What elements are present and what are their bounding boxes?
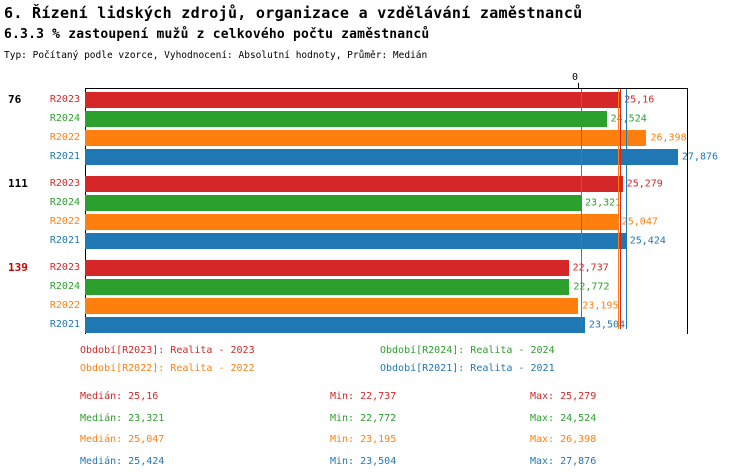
stat-min-r2021: Min: 23,504: [330, 455, 397, 467]
bar-row: R2022 23,195: [8, 296, 750, 315]
stat-min-r2022: Min: 23,195: [330, 434, 397, 445]
bar-area: 26,398: [85, 129, 688, 146]
bar-area: 25,424: [85, 232, 688, 249]
bar-area: 25,279: [85, 175, 688, 192]
bar-area: 22,737: [85, 259, 688, 276]
bar-value-label: 23,504: [588, 319, 626, 330]
chart-title: 6. Řízení lidských zdrojů, organizace a …: [4, 4, 583, 22]
bar-value-label: 23,321: [585, 197, 622, 208]
chart-subtitle: 6.3.3 % zastoupení mužů z celkového počt…: [4, 27, 430, 42]
stat-max-r2024: Max: 24,524: [530, 412, 597, 424]
plot-frame: [85, 88, 688, 334]
bar-area: 24,524: [85, 110, 688, 127]
bar: [85, 259, 569, 276]
bar-value-label: 25,047: [621, 216, 658, 227]
bar-value-label: 25,279: [626, 178, 663, 189]
stat-min-r2023: Min: 22,737: [330, 391, 397, 402]
series-label: R2024: [49, 113, 80, 124]
bar-row: R2021 27,876: [8, 147, 750, 166]
bar: [85, 91, 621, 108]
series-label: R2023: [49, 94, 80, 105]
stat-median-r2022: Medián: 25,047: [80, 434, 165, 445]
series-label: R2023: [49, 178, 80, 189]
group-label: 111: [8, 177, 28, 190]
bar-area: 25,047: [85, 213, 688, 230]
bar-value-label: 25,424: [629, 235, 666, 246]
stat-median-r2023: Medián: 25,16: [80, 391, 159, 402]
series-label: R2021: [49, 319, 80, 330]
bar: [85, 148, 678, 165]
legend-item-r2021: Období[R2021]: Realita - 2021: [380, 363, 555, 374]
axis-zero-tick: [578, 83, 579, 88]
bar-row: R2022 26,398: [8, 128, 750, 147]
bar-row: 139 R2023 22,737: [8, 258, 750, 277]
stat-min-r2024: Min: 22,772: [330, 412, 397, 424]
bar: [85, 110, 607, 127]
bar: [85, 129, 647, 146]
stat-max-r2023: Max: 25,279: [530, 391, 597, 402]
bar: [85, 232, 626, 249]
legend-item-r2024: Období[R2024]: Realita - 2024: [380, 345, 555, 356]
bar-value-label: 23,195: [582, 300, 619, 311]
stat-median-r2021: Medián: 25,424: [80, 455, 165, 467]
bar-row: R2022 25,047: [8, 212, 750, 231]
bar-row: R2024 22,772: [8, 277, 750, 296]
bar-row: R2024 23,321: [8, 193, 750, 212]
bar-value-label: 26,398: [650, 132, 687, 143]
legend: Období[R2023]: Realita - 2023 Období[R20…: [80, 345, 680, 381]
bar: [85, 175, 623, 192]
bars: 76 R2023 25,16 R2024 24,524 R2022 26,398…: [8, 90, 750, 334]
bar-value-label: 24,524: [610, 113, 647, 124]
axis-zero-label: 0: [572, 72, 579, 83]
bar: [85, 194, 582, 211]
bar-value-label: 22,737: [572, 262, 609, 273]
bar-area: 25,16: [85, 91, 688, 108]
series-label: R2021: [49, 235, 80, 246]
bar-row: 111 R2023 25,279: [8, 174, 750, 193]
bar-area: 23,321: [85, 194, 688, 211]
stat-median-r2024: Medián: 23,321: [80, 412, 165, 424]
group-label: 76: [8, 93, 22, 106]
bar: [85, 297, 579, 314]
bar-value-label: 27,876: [681, 151, 719, 162]
stat-max-r2022: Max: 26,398: [530, 434, 597, 445]
series-label: R2023: [49, 262, 80, 273]
bar: [85, 316, 585, 333]
bar: [85, 278, 570, 295]
bar-area: 23,195: [85, 297, 688, 314]
series-label: R2024: [49, 281, 80, 292]
bar-area: 27,876: [85, 148, 718, 165]
bar-row: 76 R2023 25,16: [8, 90, 750, 109]
series-label: R2022: [49, 132, 80, 143]
stat-max-r2021: Max: 27,876: [530, 455, 597, 467]
legend-item-r2023: Období[R2023]: Realita - 2023: [80, 345, 255, 356]
stats: Medián: 25,16 Min: 22,737 Max: 25,279 Me…: [80, 391, 710, 476]
bar-value-label: 25,16: [624, 94, 655, 105]
bar-area: 22,772: [85, 278, 688, 295]
series-label: R2022: [49, 216, 80, 227]
chart-meta: Typ: Počítaný podle vzorce, Vyhodnocení:…: [4, 50, 428, 61]
bar-row: R2024 24,524: [8, 109, 750, 128]
bar-area: 23,504: [85, 316, 688, 333]
series-label: R2024: [49, 197, 80, 208]
bar-row: R2021 25,424: [8, 231, 750, 250]
legend-item-r2022: Období[R2022]: Realita - 2022: [80, 363, 255, 374]
group-label: 139: [8, 261, 28, 274]
bar: [85, 213, 618, 230]
bar-row: R2021 23,504: [8, 315, 750, 334]
series-label: R2022: [49, 300, 80, 311]
series-label: R2021: [49, 151, 80, 162]
bar-value-label: 22,772: [573, 281, 610, 292]
